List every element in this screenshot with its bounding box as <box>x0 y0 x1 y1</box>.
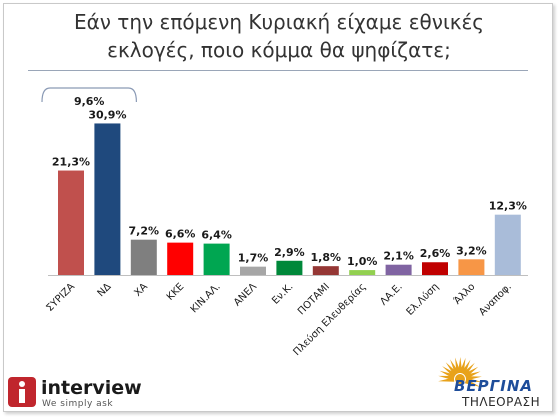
vergina-sun-icon <box>438 357 482 387</box>
value-label-1: 30,9% <box>88 108 126 121</box>
category-label-10: Ελ.Λύση <box>404 281 441 318</box>
vergina-logo-subtitle: ΤΗΛΕΟΡΑΣΗ <box>462 395 541 409</box>
value-label-5: 1,7% <box>238 252 269 265</box>
title-line-1: Εάν την επόμενη Κυριακή είχαμε εθνικές <box>73 10 485 34</box>
interview-logo-tagline: We simply ask <box>42 399 114 409</box>
bar-6 <box>276 260 303 275</box>
sun-ray <box>438 375 455 381</box>
value-label-6: 2,9% <box>274 246 305 259</box>
bar-10 <box>422 262 448 275</box>
sun-ray <box>462 362 475 377</box>
bar-5 <box>240 266 266 275</box>
bar-3 <box>167 242 194 275</box>
value-label-2: 7,2% <box>129 225 160 238</box>
bar-0 <box>58 170 84 275</box>
value-label-11: 3,2% <box>456 244 487 257</box>
category-label-8: Πλεύση Ελευθερίας <box>291 281 369 359</box>
bar-9 <box>385 264 412 275</box>
sun-ray <box>442 366 457 378</box>
value-label-10: 2,6% <box>420 247 451 260</box>
value-label-0: 21,3% <box>52 156 90 169</box>
category-label-5: ΑΝΕΛ <box>232 281 259 308</box>
bar-2 <box>130 239 157 275</box>
interview-badge-icon <box>8 377 36 407</box>
category-label-7: ΠΟΤΑΜΙ <box>296 281 332 317</box>
bar-4 <box>203 243 230 275</box>
category-label-4: ΚΙΝ.ΑΛ. <box>189 281 223 315</box>
vergina-logo: ΒΕΡΓΙΝΑ ΤΗΛΕΟΡΑΣΗ <box>430 355 554 413</box>
bar-7 <box>312 266 339 275</box>
category-label-12: Αναποφ. <box>477 281 514 318</box>
category-label-0: ΣΥΡΙΖΑ <box>45 281 78 314</box>
value-label-3: 6,6% <box>165 228 196 241</box>
sun-ray <box>439 370 456 379</box>
chart-title: Εάν την επόμενη Κυριακή είχαμε εθνικές ε… <box>0 8 558 64</box>
value-label-12: 12,3% <box>489 200 527 213</box>
sun-ray <box>465 377 482 382</box>
title-line-2: εκλογές, ποιο κόμμα θα ψηφίζατε; <box>107 38 451 62</box>
value-label-9: 2,1% <box>383 250 414 263</box>
vergina-logo-name: ΒΕΡΓΙΝΑ <box>454 377 533 395</box>
category-label-9: ΛΑ.Ε. <box>378 281 404 307</box>
bar-11 <box>458 259 485 275</box>
bar-8 <box>349 270 376 275</box>
category-label-3: ΚΚΕ <box>165 281 187 303</box>
annotation-bracket <box>41 87 137 103</box>
category-label-1: ΝΔ <box>96 281 114 299</box>
category-label-6: Εν.Κ. <box>270 281 295 306</box>
annotation-label: 9,6% <box>74 95 105 108</box>
category-label-11: Άλλο <box>451 281 477 307</box>
sun-core <box>455 374 465 384</box>
interview-logo: interview We simply ask <box>8 377 142 409</box>
sun-ray <box>460 359 471 375</box>
title-divider <box>28 70 528 71</box>
value-label-7: 1,8% <box>311 251 342 264</box>
chart-marks: 21,3% ΣΥΡΙΖΑ 30,9% ΝΔ 7,2% ΧΑ 6,6% ΚΚΕ 6,4% ΚΙΝ.Α… <box>41 87 528 359</box>
value-label-4: 6,4% <box>201 229 232 242</box>
interview-logo-name: interview <box>41 377 142 399</box>
sun-ray <box>464 379 481 387</box>
bar-12 <box>494 214 521 275</box>
value-label-8: 1,0% <box>347 255 378 268</box>
bar-1 <box>94 123 121 275</box>
category-label-2: ΧΑ <box>132 281 150 299</box>
